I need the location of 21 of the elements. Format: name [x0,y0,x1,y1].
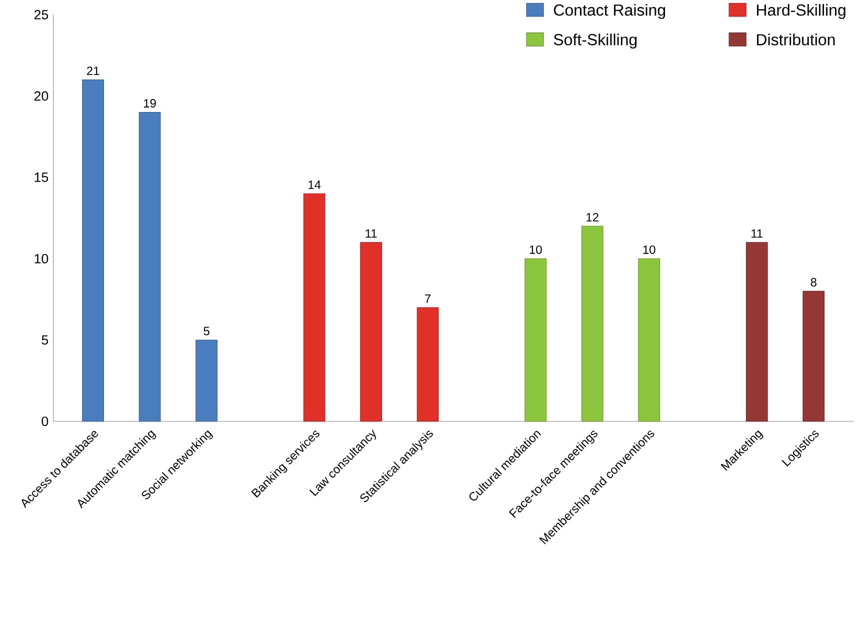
data-label: 14 [308,180,321,189]
y-tick-label: 15 [34,172,48,182]
data-label: 12 [586,212,598,222]
data-label: 8 [810,278,816,286]
data-label: 7 [425,294,431,303]
legend-label: Hard-Skilling [757,4,846,19]
data-label: 11 [366,229,377,238]
y-tick-label: 25 [34,10,48,20]
data-label: 11 [752,229,763,238]
y-tick-label: 5 [42,335,48,344]
data-label: 19 [144,98,156,108]
y-tick-label: 0 [42,416,48,426]
data-label: 10 [643,245,656,254]
legend-label: Soft-Skilling [554,33,637,48]
legend-label: Contact Raising [554,4,666,19]
data-label: 10 [530,245,542,254]
legend-label: Distribution [757,33,835,46]
y-tick-label: 20 [34,91,48,101]
y-tick-label: 10 [34,254,48,264]
data-label: 5 [204,326,210,336]
data-label: 21 [86,66,100,75]
